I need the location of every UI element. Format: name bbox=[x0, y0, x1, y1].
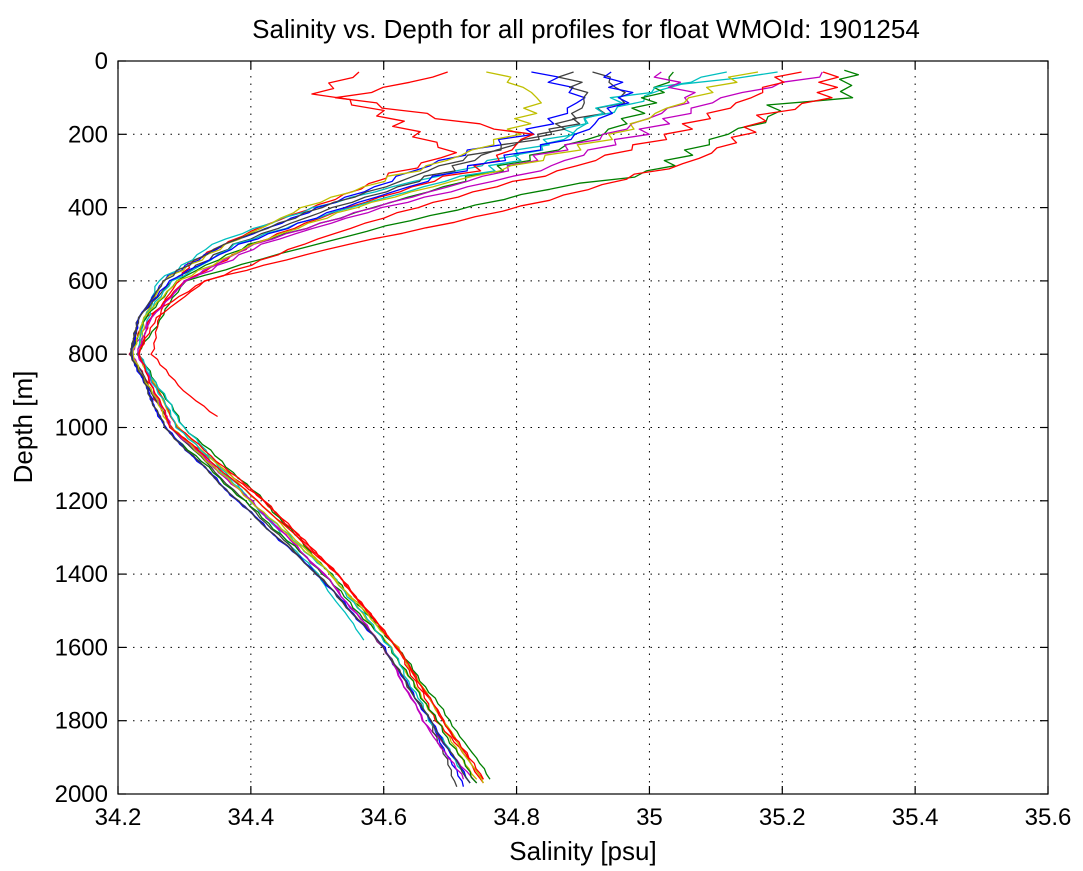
x-tick-label: 34.2 bbox=[95, 804, 142, 831]
y-tick-label: 1600 bbox=[55, 634, 108, 661]
profile-line bbox=[138, 71, 802, 780]
x-tick-label: 35 bbox=[636, 804, 663, 831]
y-tick-label: 1800 bbox=[55, 708, 108, 735]
x-tick-label: 35.2 bbox=[759, 804, 806, 831]
y-tick-label: 0 bbox=[95, 48, 108, 75]
x-tick-label: 35.4 bbox=[892, 804, 939, 831]
grid-layer bbox=[118, 61, 1048, 794]
profile-line bbox=[128, 71, 840, 784]
profile-line bbox=[137, 71, 727, 784]
x-tick-label: 34.4 bbox=[227, 804, 274, 831]
x-tick-label: 34.8 bbox=[493, 804, 540, 831]
y-tick-label: 1000 bbox=[55, 415, 108, 442]
y-tick-label: 2000 bbox=[55, 781, 108, 808]
profile-line bbox=[131, 71, 634, 784]
y-axis-label: Depth [m] bbox=[8, 371, 38, 484]
profile-line bbox=[136, 69, 860, 780]
y-tick-label: 600 bbox=[68, 268, 108, 295]
profile-line bbox=[130, 71, 589, 784]
y-tick-label: 800 bbox=[68, 341, 108, 368]
profile-line bbox=[132, 71, 759, 784]
y-tick-label: 1400 bbox=[55, 561, 108, 588]
profile-line bbox=[129, 71, 626, 787]
x-tick-label: 35.6 bbox=[1025, 804, 1072, 831]
series-layer bbox=[128, 69, 860, 787]
y-tick-label: 200 bbox=[68, 121, 108, 148]
y-tick-label: 400 bbox=[68, 195, 108, 222]
y-tick-label: 1200 bbox=[55, 488, 108, 515]
profile-line bbox=[137, 71, 542, 780]
x-axis-label: Salinity [psu] bbox=[509, 836, 656, 866]
profile-line bbox=[138, 71, 535, 780]
tick-layer: 34.2 34.4 34.6 34.8 35 35.2 35.4 35.6 0 200 400 600… bbox=[55, 48, 1072, 831]
x-tick-label: 34.6 bbox=[360, 804, 407, 831]
chart-title: Salinity vs. Depth for all profiles for … bbox=[252, 14, 920, 44]
